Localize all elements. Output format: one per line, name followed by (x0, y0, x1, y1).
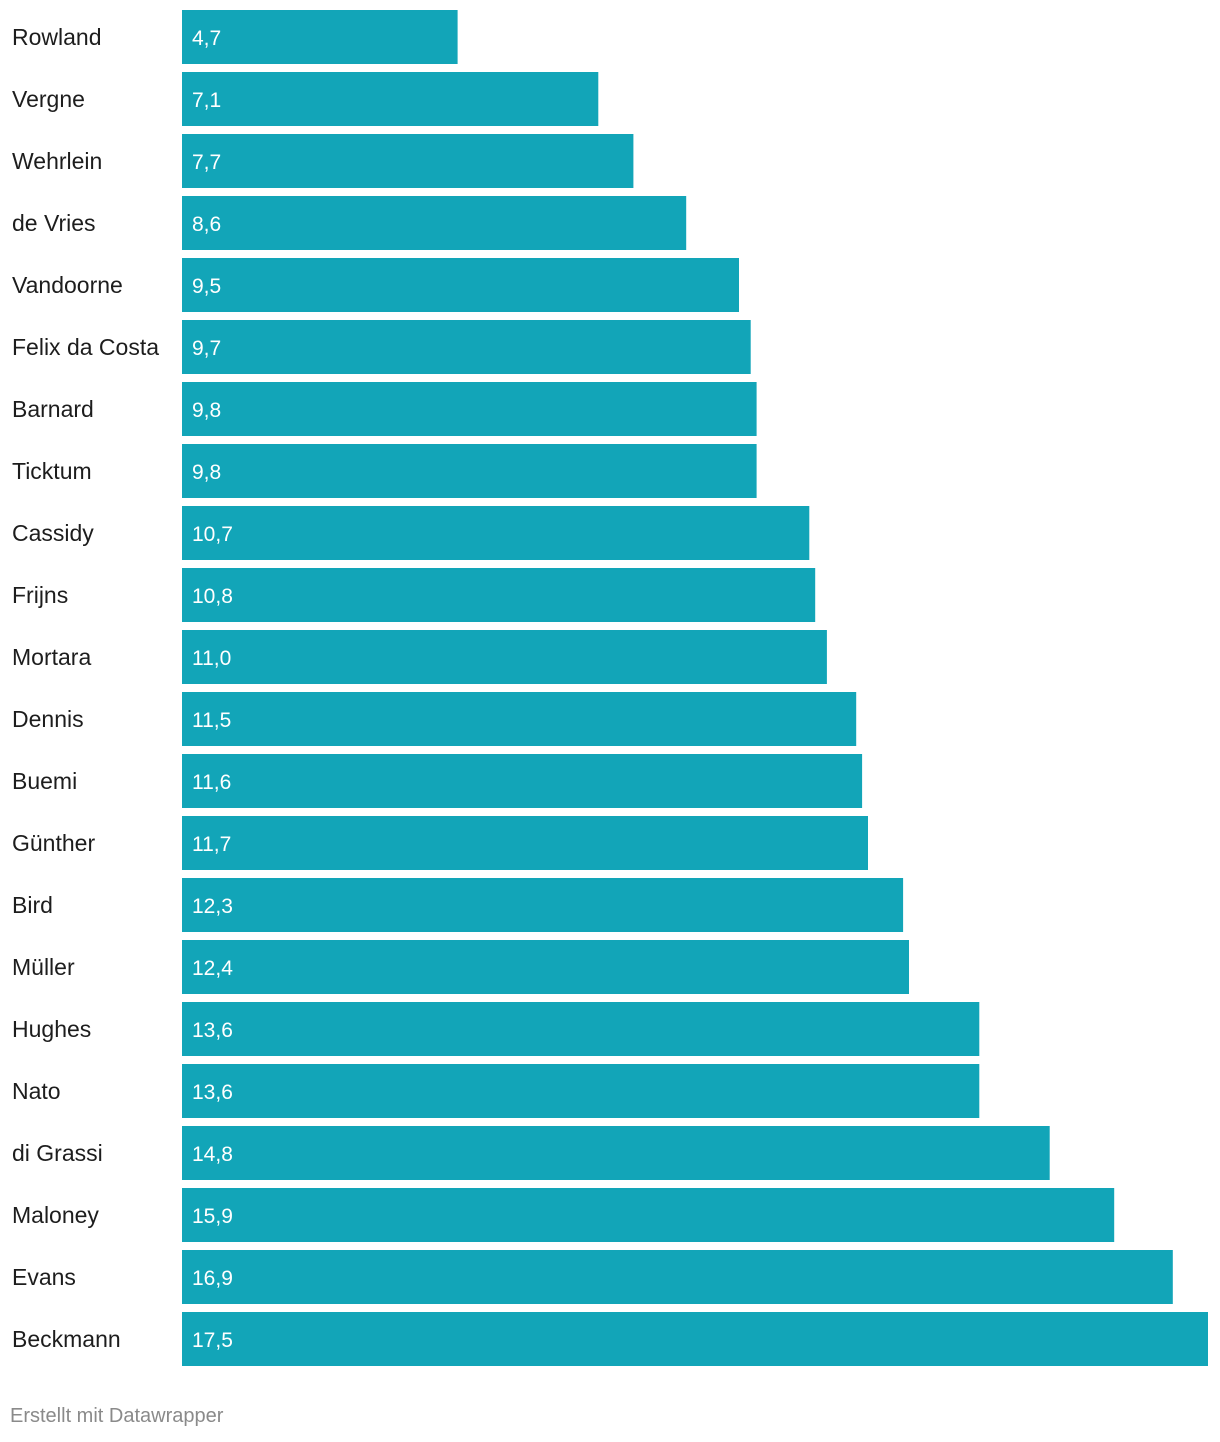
bar (182, 1250, 1173, 1304)
bar-row: Cassidy 10,7 (12, 506, 810, 560)
category-label: Günther (12, 830, 95, 856)
value-label: 16,9 (192, 1267, 233, 1290)
category-label: Felix da Costa (12, 334, 159, 360)
category-label: di Grassi (12, 1140, 103, 1166)
bar-row: Nato 13,6 (12, 1064, 980, 1118)
category-label: Dennis (12, 706, 84, 732)
bar-row: Hughes 13,6 (12, 1002, 980, 1056)
value-label: 9,5 (192, 275, 221, 298)
bar (182, 444, 757, 498)
value-label: 13,6 (192, 1019, 233, 1042)
bar (182, 816, 868, 870)
bar-row: Müller 12,4 (12, 940, 909, 994)
bar (182, 568, 816, 622)
value-label: 9,7 (192, 337, 221, 360)
value-label: 11,7 (192, 833, 231, 856)
bar (182, 754, 863, 808)
bar (182, 506, 810, 560)
bar-row: Barnard 9,8 (12, 382, 757, 436)
bar (182, 1126, 1050, 1180)
category-label: Vandoorne (12, 272, 123, 298)
value-label: 7,1 (192, 89, 221, 112)
value-label: 10,8 (192, 585, 233, 608)
category-label: Rowland (12, 24, 102, 50)
category-label: Cassidy (12, 520, 94, 546)
value-label: 8,6 (192, 213, 221, 236)
bar (182, 10, 458, 64)
category-label: Mortara (12, 644, 91, 670)
bar (182, 72, 599, 126)
category-label: Beckmann (12, 1326, 121, 1352)
value-label: 4,7 (192, 27, 221, 50)
bar (182, 320, 751, 374)
bar-row: Günther 11,7 (12, 816, 868, 870)
bar (182, 134, 634, 188)
category-label: Buemi (12, 768, 77, 794)
bar-row: Buemi 11,6 (12, 754, 863, 808)
bar (182, 1312, 1208, 1366)
value-label: 12,3 (192, 895, 233, 918)
bar (182, 1002, 980, 1056)
value-label: 17,5 (192, 1329, 233, 1352)
bar-row: Vergne 7,1 (12, 72, 599, 126)
bar-row: Wehrlein 7,7 (12, 134, 634, 188)
value-label: 11,5 (192, 709, 231, 732)
bar-row: Mortara 11,0 (12, 630, 827, 684)
category-label: Frijns (12, 582, 68, 608)
bar-row: Bird 12,3 (12, 878, 904, 932)
value-label: 12,4 (192, 957, 233, 980)
value-label: 9,8 (192, 461, 221, 484)
value-label: 7,7 (192, 151, 221, 174)
bar (182, 940, 909, 994)
category-label: Müller (12, 954, 75, 980)
bar (182, 692, 857, 746)
credit-footer[interactable]: Erstellt mit Datawrapper (10, 1405, 224, 1427)
category-label: Evans (12, 1264, 76, 1290)
category-label: Hughes (12, 1016, 91, 1042)
bar-row: Ticktum 9,8 (12, 444, 757, 498)
value-label: 14,8 (192, 1143, 233, 1166)
bar-row: Vandoorne 9,5 (12, 258, 739, 312)
category-label: Vergne (12, 86, 85, 112)
bar-row: Dennis 11,5 (12, 692, 857, 746)
bar (182, 1064, 980, 1118)
value-label: 15,9 (192, 1205, 233, 1228)
value-label: 11,6 (192, 771, 231, 794)
bar-row: Evans 16,9 (12, 1250, 1173, 1304)
bar (182, 382, 757, 436)
bar-row: Frijns 10,8 (12, 568, 816, 622)
value-label: 9,8 (192, 399, 221, 422)
category-label: Bird (12, 892, 53, 918)
category-label: Nato (12, 1078, 61, 1104)
bar (182, 630, 827, 684)
bar (182, 1188, 1115, 1242)
bar-row: Rowland 4,7 (12, 10, 458, 64)
category-label: Ticktum (12, 458, 92, 484)
category-label: de Vries (12, 210, 96, 236)
value-label: 11,0 (192, 647, 231, 670)
bar-row: de Vries 8,6 (12, 196, 687, 250)
value-label: 13,6 (192, 1081, 233, 1104)
bar-row: Beckmann 17,5 (12, 1312, 1208, 1366)
category-label: Maloney (12, 1202, 99, 1228)
bar-row: Maloney 15,9 (12, 1188, 1115, 1242)
category-label: Wehrlein (12, 148, 102, 174)
bar-row: di Grassi 14,8 (12, 1126, 1050, 1180)
bar (182, 258, 739, 312)
category-label: Barnard (12, 396, 94, 422)
bar-chart: Rowland 4,7 Vergne 7,1 Wehrlein 7,7 de Vries 8,… (12, 10, 1208, 1366)
value-label: 10,7 (192, 523, 233, 546)
bar (182, 196, 687, 250)
bar-row: Felix da Costa 9,7 (12, 320, 751, 374)
bar (182, 878, 904, 932)
